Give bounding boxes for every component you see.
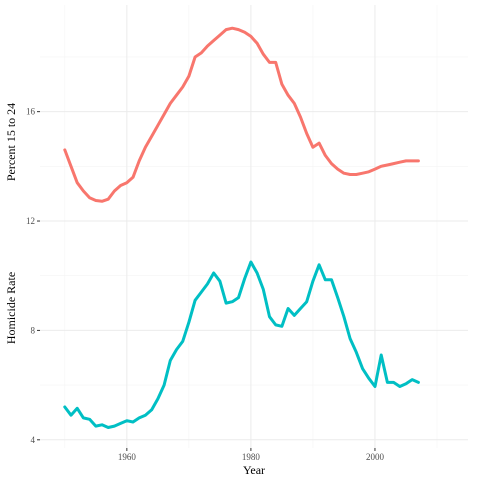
series-lines	[63, 26, 420, 429]
x-tick-label: 1980	[242, 452, 261, 462]
y-tick-label: 12	[26, 216, 35, 226]
grid	[37, 5, 468, 451]
series-line-homicide-rate	[63, 260, 420, 429]
y-tick-label: 16	[26, 107, 36, 117]
x-axis-title: Year	[243, 463, 265, 477]
y-axis-title-bottom: Homicide Rate	[4, 272, 18, 344]
y-axis-title-top: Percent 15 to 24	[4, 103, 18, 181]
series-line-percent-15-to-24	[63, 26, 420, 203]
x-tick-label: 1960	[118, 452, 137, 462]
x-tick-label: 2000	[366, 452, 385, 462]
y-tick-label: 8	[31, 325, 36, 335]
y-tick-label: 4	[31, 435, 36, 445]
tick-labels: 1960 1980 2000 4 8 12 16	[26, 107, 384, 462]
